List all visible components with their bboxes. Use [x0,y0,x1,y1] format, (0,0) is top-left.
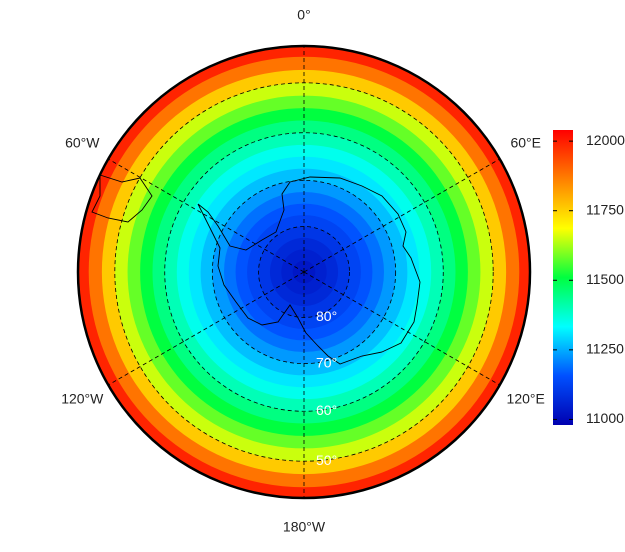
meridian-label: 120°W [61,391,104,407]
colorbar-label: 11250 [586,341,624,357]
antarctica-coast [197,176,421,365]
meridian [303,271,500,386]
colorbar-label: 11750 [586,201,624,217]
south-america-coast [91,174,153,223]
colorbar-label: 11000 [586,410,624,426]
meridian [303,158,500,273]
parallel [258,226,350,318]
meridian-label: 60°E [510,135,541,151]
parallel [211,179,397,365]
parallel-label: 70° [316,354,337,370]
meridian-label: 0° [297,7,310,23]
meridian [108,271,305,386]
colorbar-label: 11500 [586,271,624,287]
meridian [108,158,305,273]
graticule [108,46,500,498]
parallel [114,82,494,462]
meridian-label: 60°W [65,135,100,151]
parallel-label: 80° [316,308,337,324]
coastlines [91,174,421,365]
map-boundary [76,44,532,500]
colorbar-label: 12000 [586,132,625,148]
parallel-label: 50° [316,452,337,468]
parallel-label: 60° [316,402,337,418]
meridian-label: 180°W [283,519,326,535]
parallel [164,132,444,412]
colorbar-axis: 11000 11250 11500 11750 12000 [553,132,625,426]
meridian-label: 120°E [507,391,545,407]
colorbar [553,130,573,425]
